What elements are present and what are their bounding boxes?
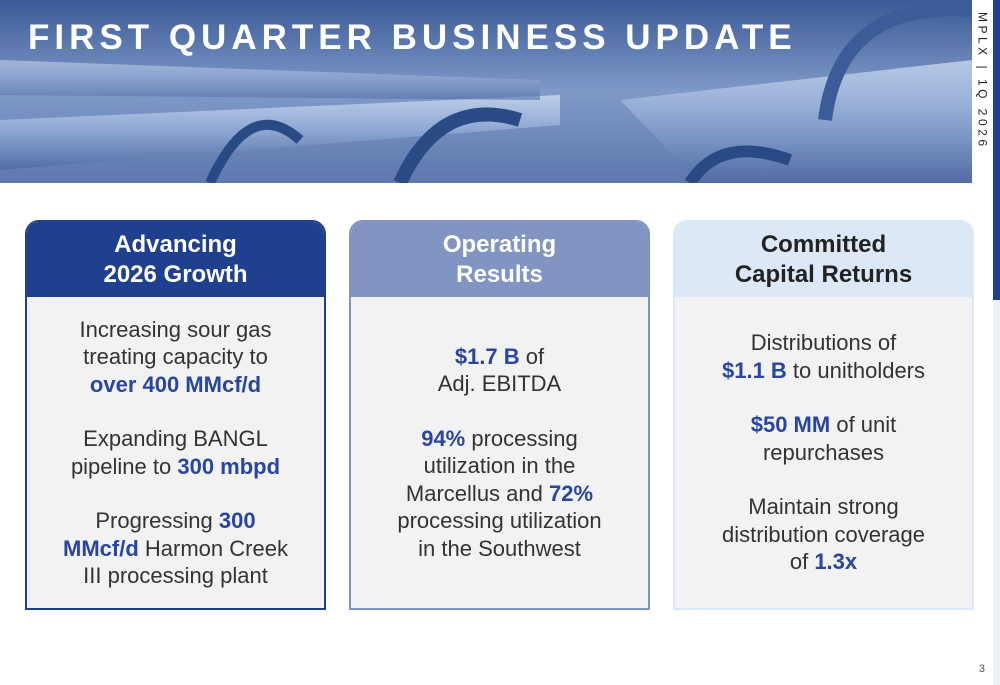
- text-run: Progressing: [95, 508, 219, 533]
- card-body: $1.7 B of Adj. EBITDA 94% processing utiliz…: [351, 297, 648, 608]
- text-line: $1.7 B of: [438, 343, 561, 371]
- text-line: III processing plant: [63, 562, 288, 590]
- text-line: repurchases: [751, 439, 897, 467]
- highlight-run: 300: [218, 508, 256, 533]
- side-label: MPLX | 1Q 2026: [975, 12, 990, 150]
- heading-line: Results: [456, 260, 543, 288]
- heading-line: 2026 Growth: [103, 260, 248, 288]
- text-run: Increasing sour gas: [79, 316, 272, 342]
- text-run: processing: [465, 425, 578, 451]
- side-label-box: MPLX | 1Q 2026: [972, 0, 993, 183]
- highlight-run: 72%: [549, 480, 594, 506]
- text-run: Adj. EBITDA: [437, 371, 562, 397]
- edge-bar-light: [993, 300, 1000, 685]
- text-line: MMcf/d Harmon Creek: [63, 535, 288, 563]
- text-run: Maintain strong: [748, 494, 899, 520]
- paragraph: 94% processing utilization in the Marcellu…: [397, 425, 601, 563]
- paragraph: Progressing 300 MMcf/d Harmon Creek III pr…: [63, 507, 288, 590]
- text-run: utilization in the: [423, 453, 576, 479]
- text-line: Distributions of: [722, 329, 925, 357]
- text-run: Harmon Creek: [138, 535, 288, 561]
- highlight-run: 1.3x: [814, 549, 858, 575]
- highlight-run: 300 mbpd: [177, 453, 281, 479]
- text-line: of 1.3x: [722, 548, 925, 576]
- text-run: pipeline to: [70, 453, 178, 479]
- card: Advancing 2026 Growth Increasing sour gas t…: [25, 220, 326, 610]
- paragraph: $1.7 B of Adj. EBITDA: [438, 343, 561, 398]
- text-run: of unit: [830, 412, 897, 438]
- card: Operating Results $1.7 B of Adj. EBITDA 94% …: [349, 220, 650, 610]
- text-line: processing utilization: [397, 507, 601, 535]
- heading-line: Advancing: [114, 230, 237, 258]
- edge-bar: [993, 0, 1000, 300]
- card-body: Distributions of $1.1 B to unitholders $50…: [675, 297, 972, 608]
- card: Committed Capital Returns Distributions of…: [673, 220, 974, 610]
- text-line: Expanding BANGL: [71, 425, 280, 453]
- text-run: of: [519, 343, 545, 369]
- text-line: distribution coverage: [722, 521, 925, 549]
- text-run: Expanding BANGL: [83, 426, 268, 451]
- highlight-run: $1.7 B: [454, 343, 520, 369]
- highlight-run: $50 MM: [750, 412, 831, 438]
- text-run: to unitholders: [786, 357, 926, 383]
- text-line: pipeline to 300 mbpd: [71, 453, 280, 481]
- text-line: 94% processing: [397, 425, 601, 453]
- card-heading: Committed Capital Returns: [675, 222, 972, 297]
- paragraph: Increasing sour gas treating capacity to o…: [80, 316, 272, 399]
- page-number: 3: [978, 663, 985, 675]
- text-line: Marcellus and 72%: [397, 480, 601, 508]
- text-run: processing utilization: [397, 508, 602, 534]
- highlight-run: MMcf/d: [63, 535, 139, 561]
- text-line: $50 MM of unit: [751, 411, 897, 439]
- hero-image: [0, 0, 972, 183]
- text-run: Marcellus and: [405, 480, 549, 506]
- paragraph: Expanding BANGL pipeline to 300 mbpd: [71, 425, 280, 480]
- heading-line: Committed: [760, 230, 887, 258]
- text-line: Increasing sour gas: [80, 316, 272, 344]
- paragraph: $50 MM of unit repurchases: [751, 411, 897, 466]
- text-run: of: [789, 549, 815, 575]
- paragraph: Maintain strong distribution coverage of 1…: [722, 493, 925, 576]
- paragraph: Distributions of $1.1 B to unitholders: [722, 329, 925, 384]
- text-line: treating capacity to: [80, 343, 272, 371]
- text-run: III processing plant: [83, 563, 268, 588]
- card-body: Increasing sour gas treating capacity to o…: [27, 297, 324, 608]
- highlight-run: 94%: [421, 425, 466, 451]
- text-line: over 400 MMcf/d: [80, 371, 272, 399]
- card-heading: Operating Results: [351, 222, 648, 297]
- slide-title: FIRST QUARTER BUSINESS UPDATE: [28, 18, 797, 57]
- text-line: $1.1 B to unitholders: [722, 357, 925, 385]
- highlight-run: $1.1 B: [721, 357, 787, 383]
- card-heading: Advancing 2026 Growth: [27, 222, 324, 297]
- text-run: in the Southwest: [418, 535, 581, 561]
- text-line: Maintain strong: [722, 493, 925, 521]
- text-run: treating capacity to: [83, 344, 268, 369]
- text-run: repurchases: [762, 439, 885, 465]
- text-line: utilization in the: [397, 452, 601, 480]
- highlight-run: over 400 MMcf/d: [89, 371, 262, 397]
- text-line: in the Southwest: [397, 535, 601, 563]
- text-line: Progressing 300: [63, 507, 288, 535]
- text-line: Adj. EBITDA: [438, 370, 561, 398]
- heading-line: Capital Returns: [734, 260, 913, 288]
- text-run: distribution coverage: [721, 521, 925, 547]
- text-run: Distributions of: [750, 330, 897, 356]
- heading-line: Operating: [442, 230, 557, 258]
